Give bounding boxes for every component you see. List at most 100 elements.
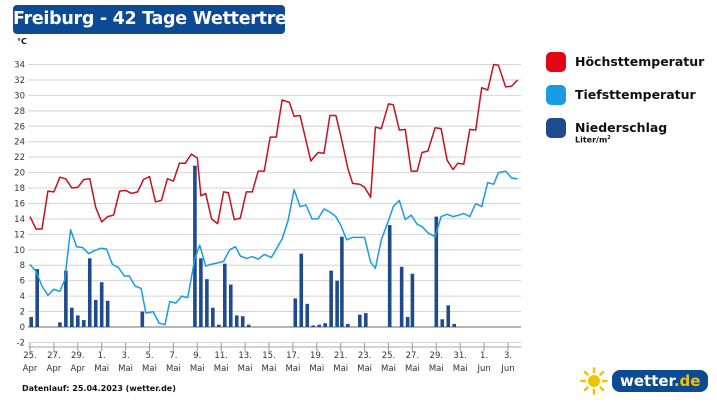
x-tick-month: Mai [357, 364, 372, 374]
y-tick-label: 28 [14, 107, 25, 117]
precip-bar [399, 266, 404, 327]
precip-bar [440, 319, 445, 327]
precip-bar [29, 316, 33, 327]
legend-label: Tiefsttemperatur [575, 87, 696, 102]
precip-bar [305, 303, 310, 327]
precip-bar [358, 314, 362, 327]
precip-bar [81, 320, 86, 327]
x-tick-day: 29. [71, 351, 85, 361]
precip-unit: Liter/m2 [575, 135, 611, 145]
y-tick-label: 22 [14, 153, 25, 163]
precip-bar [317, 324, 321, 327]
x-tick-day: 19. [310, 351, 324, 361]
y-tick-label: 0 [20, 323, 25, 333]
legend-label: Höchsttemperatur [575, 54, 705, 69]
legend-item-max: Höchsttemperatur [546, 45, 704, 78]
y-tick-label: 34 [14, 61, 25, 71]
x-tick-month: Jun [500, 364, 514, 374]
precip-bar [387, 225, 392, 327]
precip-bar [246, 324, 251, 327]
data-run-note: Datenlauf: 25.04.2023 (wetter.de) [22, 384, 176, 393]
x-tick-month: Mai [285, 364, 300, 374]
x-tick-month: Mai [142, 364, 157, 374]
precip-unit-text: Liter/m [575, 135, 608, 145]
precip-bar [446, 305, 451, 327]
precip-bar [222, 263, 227, 327]
precip-bar [217, 324, 221, 327]
x-tick-month: Mai [118, 364, 133, 374]
precip-bar [410, 273, 415, 327]
x-tick-month: Apr [23, 364, 38, 374]
min-temp-line [29, 170, 518, 326]
y-tick-label: 2 [20, 308, 25, 318]
precip-bar [240, 316, 245, 327]
x-tick-day: 15. [262, 351, 276, 361]
y-tick-label: 14 [14, 215, 25, 225]
precip-bar [58, 322, 62, 327]
precip-unit-sup: 2 [607, 135, 611, 141]
x-tick-day: 25. [382, 351, 396, 361]
y-tick-label: 6 [20, 277, 25, 287]
precip-bar [363, 313, 368, 327]
x-tick-day: 1. [480, 351, 488, 361]
y-tick-label: 24 [14, 138, 25, 148]
logo-suffix: .de [673, 372, 701, 390]
wetter-de-logo: wetter.de [580, 367, 709, 395]
x-tick-day: 13. [238, 351, 252, 361]
max-temp-line [29, 63, 519, 230]
precip-bar [93, 299, 98, 327]
x-tick-day: 11. [214, 351, 228, 361]
x-tick-day: 9. [193, 351, 201, 361]
x-tick-month: Apr [47, 364, 62, 374]
x-tick-day: 5. [145, 351, 153, 361]
precip-bar [140, 311, 145, 327]
precip-bar [234, 315, 239, 327]
x-tick-day: 27. [47, 351, 61, 361]
x-tick-day: 1. [98, 351, 106, 361]
precip-bar [311, 325, 316, 327]
x-tick-month: Mai [309, 364, 324, 374]
x-tick-month: Apr [70, 364, 85, 374]
x-tick-month: Mai [94, 364, 109, 374]
x-tick-month: Mai [238, 364, 253, 374]
x-tick-day: 3. [122, 351, 130, 361]
x-tick-month: Jun [476, 364, 490, 374]
precip-bar [452, 323, 457, 327]
legend-item-precip: Niederschlag [546, 111, 704, 144]
y-tick-label: 26 [14, 122, 25, 132]
y-tick-label: 18 [14, 184, 25, 194]
precip-bar [323, 323, 327, 327]
precip-bar [193, 165, 197, 327]
y-tick-label: 30 [14, 91, 25, 101]
precip-bar [35, 269, 39, 327]
precip-bar [64, 270, 68, 327]
x-tick-month: Mai [381, 364, 396, 374]
x-tick-day: 17. [286, 351, 300, 361]
y-tick-label: -2 [17, 338, 25, 348]
y-tick-label: 12 [14, 230, 25, 240]
precip-bar [335, 280, 339, 327]
x-tick-month: Mai [262, 364, 277, 374]
precip-bar [405, 316, 410, 327]
legend-swatch-min [546, 84, 566, 105]
x-tick-month: Mai [453, 364, 468, 374]
legend: Höchsttemperatur Tiefsttemperatur Nieder… [546, 45, 704, 144]
legend-item-min: Tiefsttemperatur [546, 78, 704, 111]
precip-bar [70, 307, 74, 327]
x-tick-day: 25. [23, 351, 37, 361]
sun-icon [580, 367, 608, 395]
precip-bar [87, 258, 92, 327]
x-tick-day: 29. [430, 351, 444, 361]
legend-swatch-max [546, 51, 566, 72]
chart-title: Freiburg - 42 Tage Wettertrend [13, 5, 311, 34]
legend-swatch-precip [546, 117, 566, 138]
x-tick-day: 3. [504, 351, 512, 361]
x-tick-day: 27. [406, 351, 420, 361]
y-tick-label: 4 [20, 292, 25, 302]
x-tick-month: Mai [333, 364, 348, 374]
y-tick-label: 16 [14, 199, 25, 209]
x-tick-day: 31. [453, 351, 467, 361]
precip-bar [340, 236, 344, 327]
precip-bar [199, 258, 203, 327]
